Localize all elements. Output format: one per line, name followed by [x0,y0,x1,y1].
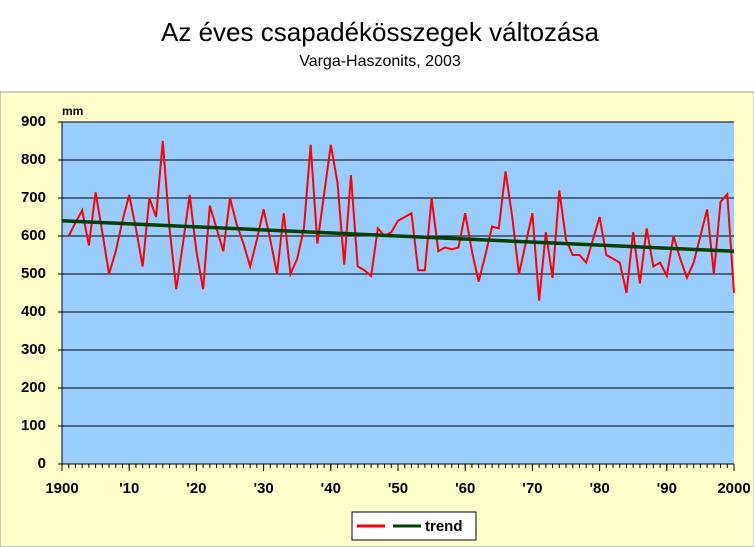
x-tick-label: 1900 [45,480,78,497]
x-tick-label: '90 [657,480,677,497]
chart-subtitle: Varga-Haszonits, 2003 [299,53,461,70]
x-tick-label: '80 [589,480,609,497]
y-tick-label: 800 [21,151,46,168]
chart-title: Az éves csapadékösszegek változása [161,17,599,47]
plot: 0 100 200 300 400 500 600 700 800 900 1900 '10 '20 '3… [21,113,751,497]
y-unit: mm [62,104,83,118]
x-tick-label: '50 [388,480,408,497]
y-tick-label: 500 [21,265,46,282]
y-tick-label: 300 [21,341,46,358]
y-tick-label: 0 [38,455,46,472]
x-tick-label: '70 [522,480,542,497]
x-tick-label: '20 [186,480,206,497]
x-tick-label: '40 [321,480,341,497]
legend-label: trend [425,518,463,535]
x-tick-label: '60 [455,480,475,497]
y-tick-label: 200 [21,379,46,396]
x-tick-label: '10 [119,480,139,497]
x-tick-label: '30 [253,480,273,497]
data-line [67,140,735,301]
y-tick-label: 900 [21,113,46,130]
trend-line [61,219,735,253]
x-tick-label: 2000 [717,480,750,497]
plot-area [62,122,734,464]
y-tick-label: 100 [21,417,46,434]
y-tick-label: 600 [21,227,46,244]
y-tick-label: 700 [21,189,46,206]
y-tick-label: 400 [21,303,46,320]
